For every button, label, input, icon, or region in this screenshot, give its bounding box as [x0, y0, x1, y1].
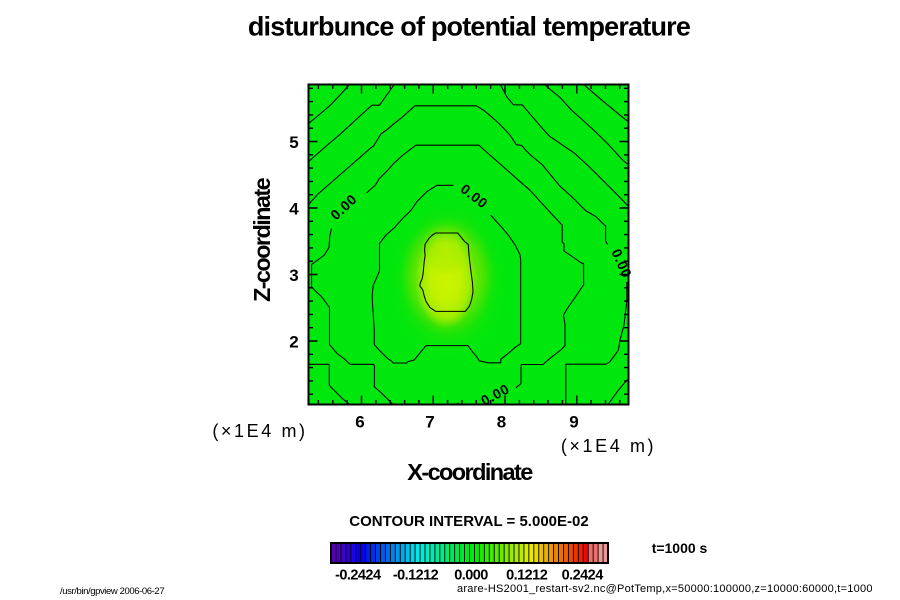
svg-text:0.000: 0.000 — [454, 568, 488, 584]
svg-text:0.2424: 0.2424 — [562, 568, 604, 584]
svg-text:disturbunce of potential tempe: disturbunce of potential temperature — [248, 12, 691, 42]
svg-text:-0.2424: -0.2424 — [335, 568, 381, 584]
svg-text:t=1000 s: t=1000 s — [652, 540, 708, 556]
svg-text:-0.1212: -0.1212 — [393, 568, 439, 584]
svg-text:4: 4 — [289, 200, 299, 219]
svg-text:0.1212: 0.1212 — [506, 568, 548, 584]
svg-text:arare-HS2001_restart-sv2.nc@Po: arare-HS2001_restart-sv2.nc@PotTemp,x=50… — [457, 583, 873, 595]
svg-text:9: 9 — [569, 413, 578, 432]
svg-text:3: 3 — [289, 266, 298, 285]
svg-text:2: 2 — [289, 333, 298, 352]
svg-text:/usr/bin/gpview 2006-06-27: /usr/bin/gpview 2006-06-27 — [60, 586, 164, 597]
svg-text:7: 7 — [425, 413, 434, 432]
svg-text:(×1E4 m): (×1E4 m) — [561, 436, 656, 456]
svg-text:(×1E4 m): (×1E4 m) — [212, 421, 307, 441]
svg-text:6: 6 — [355, 413, 364, 432]
svg-text:5: 5 — [289, 133, 298, 152]
svg-text:8: 8 — [497, 413, 506, 432]
svg-text:CONTOUR INTERVAL = 5.000E-02: CONTOUR INTERVAL = 5.000E-02 — [349, 513, 588, 530]
svg-text:Z-coordinate: Z-coordinate — [249, 177, 275, 302]
svg-text:X-coordinate: X-coordinate — [407, 459, 533, 485]
